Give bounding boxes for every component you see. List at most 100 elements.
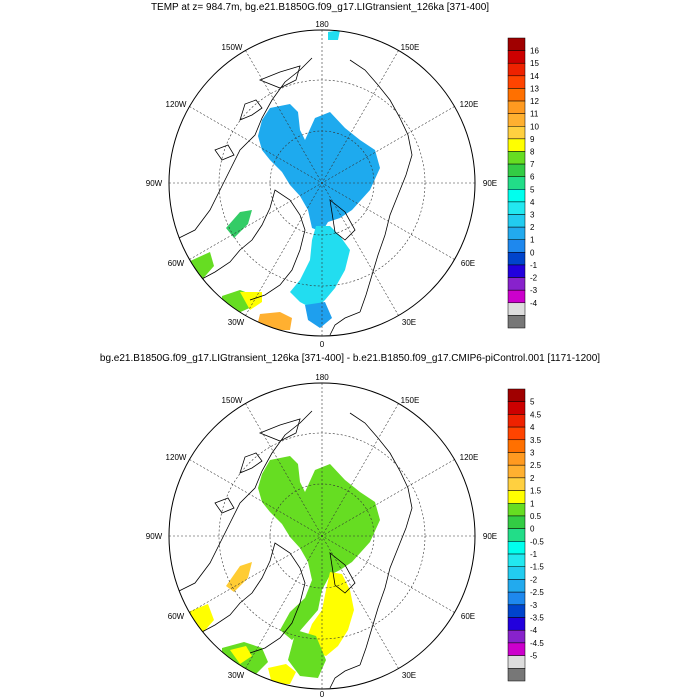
panel1-field-tip [305,302,332,328]
colorbar-label: 0.5 [530,512,542,521]
colorbar-box [507,201,526,215]
colorbar-label: -4 [530,299,538,308]
panel2-lon-labels: 180 150W 150E 120W 120E 90W 90E 60W 60E … [146,373,497,699]
colorbar-box [507,113,526,127]
p1-lon-bottom-left: 30W [228,318,245,327]
panel2-field-yellow [306,572,354,656]
colorbar-box [507,553,526,567]
colorbar-box [507,138,526,152]
colorbar-label: 4 [530,198,535,207]
colorbar-label: 6 [530,173,535,182]
colorbar-label: 3 [530,448,535,457]
colorbar-box [507,439,526,453]
colorbar-label: 7 [530,160,535,169]
colorbar-box [507,426,526,441]
colorbar-box [507,452,526,466]
colorbar-box [507,163,526,177]
p1-lon-lower-left: 60W [168,259,185,268]
colorbar-box [507,668,526,682]
colorbar-label: 0 [530,248,535,257]
colorbar-box [507,88,526,102]
panel1-map [168,29,476,337]
panel2-patch-labrador [186,604,214,636]
colorbar-box [507,604,526,618]
p2-lon-left: 90W [146,532,163,541]
colorbar-label: 15 [530,59,539,68]
panel1-patch-labrador [186,252,214,282]
colorbar-box [507,176,526,190]
panel2-patch-lower-yellow [268,664,296,684]
colorbar-label: 1 [530,236,535,245]
panel1-field-lower [290,226,350,310]
colorbar-box [507,401,526,415]
colorbar-box [507,617,526,631]
colorbar-label: 2.5 [530,461,542,470]
panel1-title: TEMP at z= 984.7m, bg.e21.B1850G.f09_g17… [150,2,490,13]
colorbar-label: 16 [530,47,539,56]
colorbar-label: 9 [530,135,535,144]
colorbar-box [507,37,526,51]
panel1-lon-labels: 180 150W 150E 120W 120E 90W 90E 60W 60E … [146,20,497,349]
panel2-map [168,382,476,690]
p1-lon-upper-left: 120W [166,100,187,109]
colorbar-box [507,315,526,329]
p1-lon-top: 180 [315,20,329,29]
p2-lon-lower-left: 60W [168,612,185,621]
p2-lon-lower-right: 60E [461,612,475,621]
colorbar-box [507,50,526,64]
colorbar-label: 4.5 [530,410,542,419]
colorbar-box [507,515,526,529]
p1-lon-top-left: 150W [222,43,243,52]
p2-lon-bottom: 0 [320,690,325,699]
colorbar-label: 4 [530,423,535,432]
panel1-patch-atlantic-orange [258,312,292,330]
p2-lon-right: 90E [483,532,497,541]
colorbar-label: 12 [530,97,539,106]
colorbar-label: -1 [530,261,538,270]
panel2-map-border [168,382,476,690]
colorbar-label: 5 [530,185,535,194]
panel2-patch-baffin [226,562,252,592]
colorbar-label: -2 [530,575,538,584]
panel2-field-green-tip [288,630,326,678]
p1-lon-bottom: 0 [320,340,325,349]
colorbar-label: -1 [530,550,538,559]
panel1-patch-baffin [226,210,252,238]
panel2-patch-atlantic-yellow [230,646,252,664]
p1-lon-upper-right: 120E [460,100,479,109]
panel2-graticule [169,383,475,689]
colorbar-label: 11 [530,110,539,119]
p1-lon-left: 90W [146,179,163,188]
colorbar-label: 2 [530,474,535,483]
colorbar-box [507,151,526,165]
p2-lon-top: 180 [315,373,329,382]
colorbar-box [507,189,526,203]
p1-lon-right: 90E [483,179,497,188]
panel2-coastlines [174,410,413,689]
panel2-field-main [258,456,380,640]
panel1-graticule [169,30,475,336]
colorbar-label: -2 [530,274,538,283]
colorbar-box [507,388,526,402]
colorbar-box [507,264,526,278]
colorbar-box [507,252,526,266]
colorbar-box [507,277,526,291]
colorbar-box [507,541,526,555]
colorbar-label: 2 [530,223,535,232]
colorbar-box [507,655,526,669]
p2-lon-bottom-right: 30E [402,671,416,680]
colorbar-label: -5 [530,652,538,661]
p2-lon-upper-left: 120W [166,453,187,462]
colorbar-box [507,464,526,479]
colorbar-box [507,591,526,606]
colorbar-box [507,302,526,316]
colorbar-label: -2.5 [530,588,544,597]
colorbar-box [507,528,526,542]
colorbar-box [507,579,526,593]
colorbar-label: -3 [530,601,538,610]
colorbar-box [507,226,526,240]
colorbar-label: 8 [530,147,535,156]
colorbar-label: -4 [530,626,538,635]
